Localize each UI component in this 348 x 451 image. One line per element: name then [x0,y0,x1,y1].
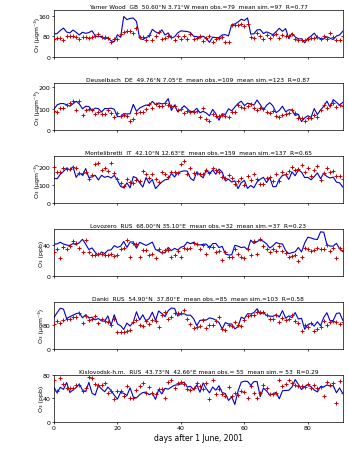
Title: Montelibretti  IT  42.10°N 12.63°E  mean obs.=159  mean sim.=137  R=0.65: Montelibretti IT 42.10°N 12.63°E mean ob… [85,151,312,156]
Title: Danki  RUS  54.90°N  37.80°E  mean obs.=85  mean sim.=103  R=0.58: Danki RUS 54.90°N 37.80°E mean obs.=85 m… [93,296,304,301]
Y-axis label: O₃ (μgm⁻³): O₃ (μgm⁻³) [34,90,40,124]
Title: Deuselbach  DE  49.76°N 7.05°E  mean obs.=109  mean sim.=123  R=0.87: Deuselbach DE 49.76°N 7.05°E mean obs.=1… [86,78,310,83]
Title: Lovozero  RUS  68.00°N 35.10°E  mean obs.=32  mean sim.=37  R=0.23: Lovozero RUS 68.00°N 35.10°E mean obs.=3… [90,223,306,228]
X-axis label: days after 1 June, 2001: days after 1 June, 2001 [154,433,243,442]
Title: Kislovodsk-h.m.  RUS  43.73°N  42.66°E mean obs.= 55  mean sim.= 53  R=0.29: Kislovodsk-h.m. RUS 43.73°N 42.66°E mean… [79,369,318,374]
Y-axis label: O₃ (μgm⁻³): O₃ (μgm⁻³) [38,308,44,343]
Y-axis label: O₃ (μgm⁻³): O₃ (μgm⁻³) [34,163,40,197]
Title: Yarner Wood  GB  50.60°N 3.71°W mean obs.=79  mean sim.=97  R=0.77: Yarner Wood GB 50.60°N 3.71°W mean obs.=… [89,5,308,10]
Y-axis label: O₃ (ppb): O₃ (ppb) [39,240,44,266]
Y-axis label: O₃ (ppb): O₃ (ppb) [39,385,44,411]
Y-axis label: O₃ (μgm⁻³): O₃ (μgm⁻³) [34,18,40,52]
